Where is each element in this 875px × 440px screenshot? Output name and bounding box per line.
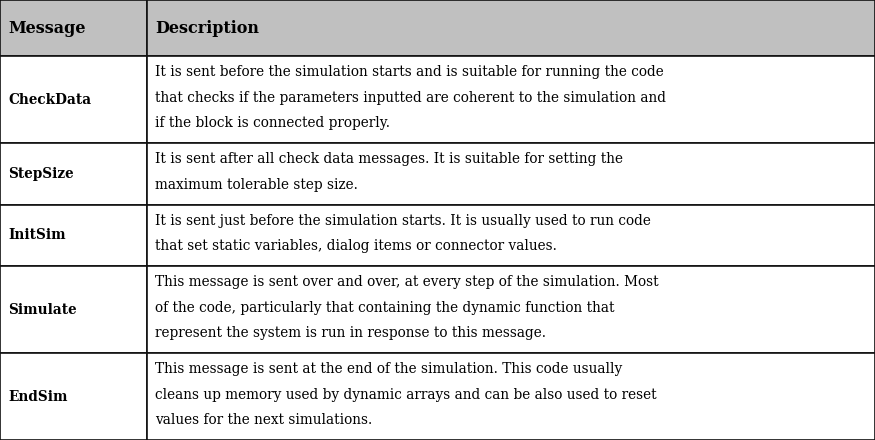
Text: It is sent just before the simulation starts. It is usually used to run code: It is sent just before the simulation st… [155,214,651,228]
Text: InitSim: InitSim [8,228,66,242]
Bar [147,266,875,353]
Text: maximum tolerable step size.: maximum tolerable step size. [155,178,358,192]
Text: that set static variables, dialog items or connector values.: that set static variables, dialog items … [155,239,556,253]
Text: if the block is connected properly.: if the block is connected properly. [155,116,390,130]
Bar [147,353,875,440]
Text: Simulate: Simulate [8,303,77,317]
Bar [0,143,147,205]
Text: cleans up memory used by dynamic arrays and can be also used to reset: cleans up memory used by dynamic arrays … [155,388,656,402]
Bar [0,0,147,56]
Bar [147,0,875,56]
Text: EndSim: EndSim [8,389,67,403]
Text: that checks if the parameters inputted are coherent to the simulation and: that checks if the parameters inputted a… [155,91,666,105]
Text: It is sent after all check data messages. It is suitable for setting the: It is sent after all check data messages… [155,152,623,166]
Bar [147,56,875,143]
Text: Message: Message [8,20,86,37]
Text: It is sent before the simulation starts and is suitable for running the code: It is sent before the simulation starts … [155,65,664,79]
Bar [0,353,147,440]
Text: Description: Description [155,20,259,37]
Text: This message is sent at the end of the simulation. This code usually: This message is sent at the end of the s… [155,362,622,376]
Bar [0,205,147,266]
Bar [147,143,875,205]
Text: CheckData: CheckData [8,93,91,106]
Bar [0,266,147,353]
Text: This message is sent over and over, at every step of the simulation. Most: This message is sent over and over, at e… [155,275,659,289]
Text: of the code, particularly that containing the dynamic function that: of the code, particularly that containin… [155,301,614,315]
Bar [0,56,147,143]
Text: values for the next simulations.: values for the next simulations. [155,413,372,427]
Text: StepSize: StepSize [8,167,74,181]
Bar [147,205,875,266]
Text: represent the system is run in response to this message.: represent the system is run in response … [155,326,546,340]
